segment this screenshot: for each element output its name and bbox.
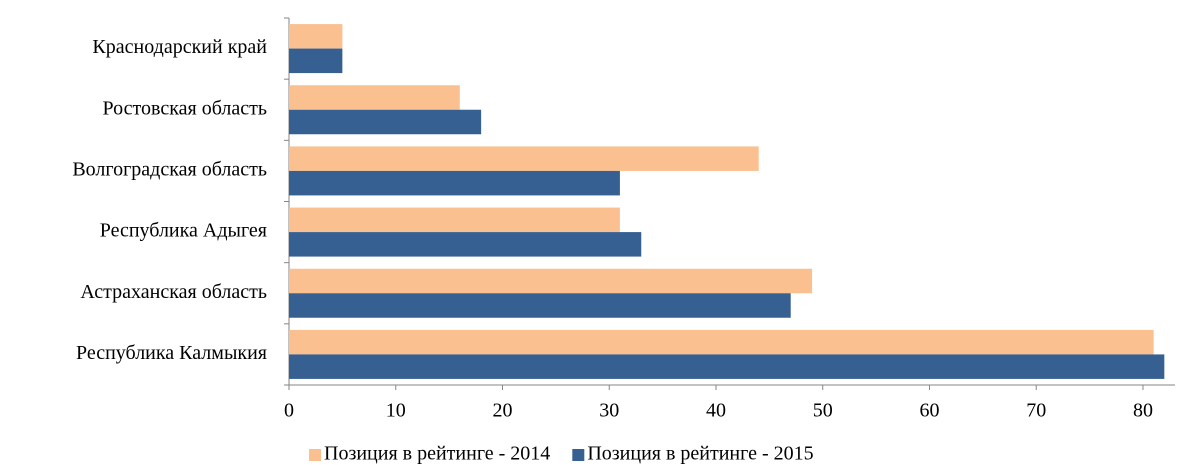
bar xyxy=(289,207,620,233)
x-tick-label: 20 xyxy=(492,400,512,422)
x-tick-label: 70 xyxy=(1026,400,1046,422)
bar xyxy=(289,329,1154,355)
bar xyxy=(289,85,460,110)
y-tick-label: Краснодарский край xyxy=(92,36,267,58)
y-tick-label: Республика Адыгея xyxy=(100,220,267,242)
x-tick-label: 50 xyxy=(813,400,833,422)
x-tick-label: 0 xyxy=(284,400,294,422)
x-tick-label: 10 xyxy=(386,400,406,422)
legend-label: Позиция в рейтинге - 2014 xyxy=(324,443,550,465)
y-tick-label: Астраханская область xyxy=(80,281,267,303)
x-tick-label: 30 xyxy=(599,400,619,422)
y-tick-label: Республика Калмыкия xyxy=(76,342,267,364)
bar xyxy=(289,24,343,49)
bar xyxy=(289,146,759,171)
y-tick-label: Ростовская область xyxy=(103,97,267,119)
bar xyxy=(289,293,791,318)
x-tick-label: 80 xyxy=(1133,400,1153,422)
y-tick-label: Волгоградская область xyxy=(72,159,267,181)
x-tick-label: 60 xyxy=(919,400,939,422)
legend-label: Позиция в рейтинге - 2015 xyxy=(587,443,813,465)
bar xyxy=(289,232,642,257)
bar xyxy=(289,354,1165,379)
bar xyxy=(289,170,620,196)
legend-swatch xyxy=(309,449,321,461)
bar xyxy=(289,109,482,135)
bar xyxy=(289,268,813,294)
legend-swatch xyxy=(572,449,585,461)
x-tick-label: 40 xyxy=(706,400,726,422)
bar xyxy=(289,48,343,74)
